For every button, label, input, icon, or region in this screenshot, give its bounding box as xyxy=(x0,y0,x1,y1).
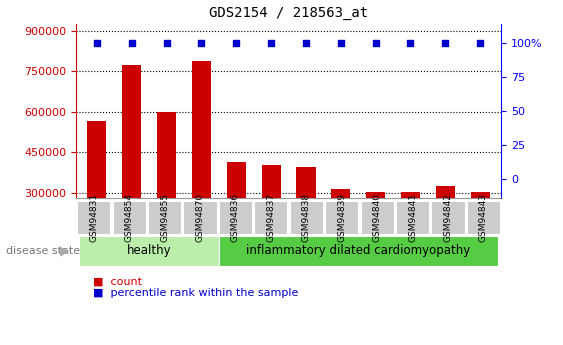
Text: GSM94841: GSM94841 xyxy=(408,193,417,242)
Point xyxy=(441,40,450,46)
Bar xyxy=(471,191,490,274)
Title: GDS2154 / 218563_at: GDS2154 / 218563_at xyxy=(209,6,368,20)
Text: GSM94842: GSM94842 xyxy=(444,193,453,242)
Text: GSM94843: GSM94843 xyxy=(479,193,488,242)
Bar xyxy=(262,165,281,274)
Point xyxy=(371,40,380,46)
Bar xyxy=(79,236,219,266)
Point xyxy=(162,40,171,46)
Bar xyxy=(366,191,385,274)
Bar xyxy=(122,65,141,274)
Text: inflammatory dilated cardiomyopathy: inflammatory dilated cardiomyopathy xyxy=(246,245,470,257)
Text: healthy: healthy xyxy=(127,245,172,257)
Point xyxy=(301,40,310,46)
Point xyxy=(267,40,276,46)
Text: GSM94870: GSM94870 xyxy=(195,193,204,242)
Bar xyxy=(219,236,498,266)
Point xyxy=(232,40,241,46)
Text: GSM94839: GSM94839 xyxy=(337,193,346,242)
Point xyxy=(127,40,136,46)
Point xyxy=(92,40,101,46)
Point xyxy=(406,40,415,46)
Text: GSM94854: GSM94854 xyxy=(124,193,133,242)
Bar xyxy=(331,189,350,274)
Bar xyxy=(227,162,246,274)
Text: GSM94840: GSM94840 xyxy=(373,193,382,242)
Text: GSM94836: GSM94836 xyxy=(231,193,240,242)
Text: ■  percentile rank within the sample: ■ percentile rank within the sample xyxy=(93,288,298,298)
Bar xyxy=(87,121,106,274)
Bar xyxy=(296,167,315,274)
Bar xyxy=(436,186,455,274)
Text: ▶: ▶ xyxy=(60,245,70,257)
Text: GSM94855: GSM94855 xyxy=(160,193,169,242)
Text: GSM94831: GSM94831 xyxy=(89,193,98,242)
Text: GSM94838: GSM94838 xyxy=(302,193,311,242)
Bar xyxy=(401,191,420,274)
Text: disease state: disease state xyxy=(6,246,80,256)
Bar xyxy=(157,112,176,274)
Point xyxy=(336,40,345,46)
Bar xyxy=(192,61,211,274)
Point xyxy=(197,40,206,46)
Point xyxy=(476,40,485,46)
Text: ■  count: ■ count xyxy=(93,276,142,286)
Text: GSM94837: GSM94837 xyxy=(266,193,275,242)
